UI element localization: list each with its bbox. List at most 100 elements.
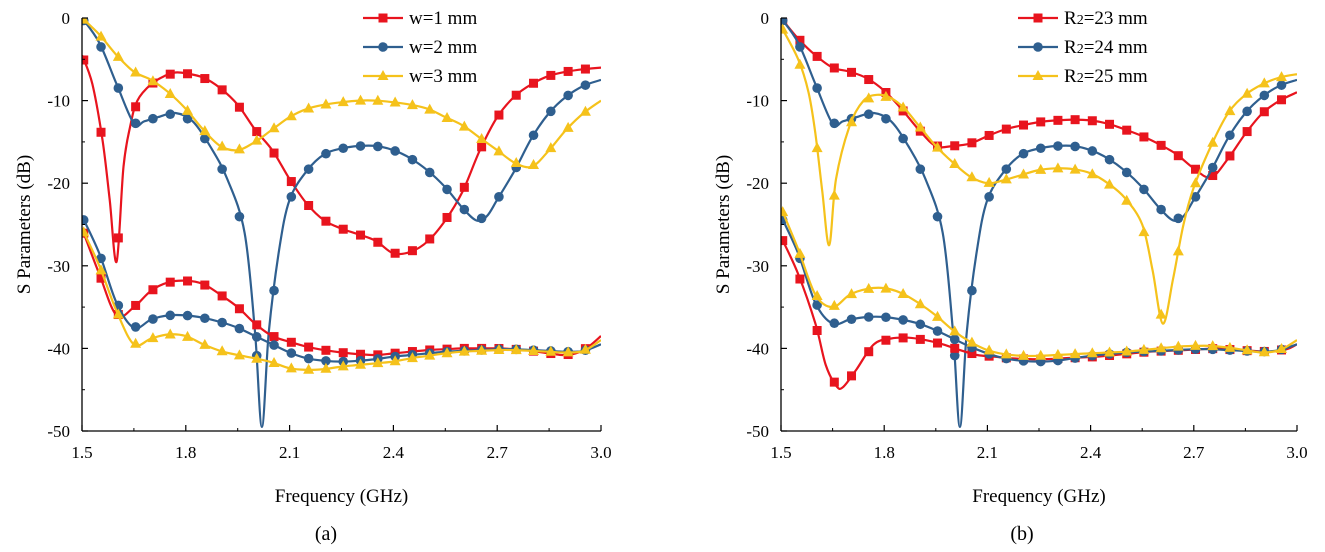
legend-label-part: =23 mm (1084, 8, 1148, 29)
data-point (881, 113, 891, 124)
data-point (781, 206, 789, 217)
data-point (165, 69, 175, 79)
x-tick-label: 1.5 (770, 443, 791, 462)
data-point (915, 319, 926, 330)
data-point (580, 80, 591, 90)
data-point (165, 277, 175, 287)
data-point (966, 171, 978, 182)
data-point (897, 101, 909, 112)
legend-marker (1033, 13, 1043, 23)
data-point (406, 99, 418, 110)
data-point (268, 122, 280, 133)
data-point (95, 264, 107, 275)
data-point (96, 42, 106, 52)
data-point (829, 63, 839, 73)
data-point (897, 288, 909, 299)
data-point (812, 326, 822, 336)
data-point (1155, 308, 1167, 319)
data-point (269, 332, 279, 342)
data-point (1104, 154, 1115, 165)
data-point (407, 154, 418, 165)
data-point (1035, 349, 1047, 360)
y-tick-label: -40 (47, 339, 70, 358)
x-tick-label: 2.7 (1183, 443, 1205, 462)
data-point (233, 143, 245, 154)
data-point (356, 230, 366, 240)
x-axis-title: Frequency (GHz) (275, 486, 408, 507)
data-point (183, 69, 193, 79)
data-point (200, 133, 210, 144)
legend-label-subscript: 2 (1077, 42, 1084, 57)
data-point (1070, 115, 1080, 125)
data-point (1069, 348, 1081, 359)
data-point (252, 127, 262, 137)
data-point (182, 113, 193, 124)
data-point (112, 308, 124, 319)
data-point (1258, 346, 1270, 357)
data-point (983, 344, 995, 355)
data-point (1156, 140, 1166, 150)
data-point (794, 247, 806, 258)
data-point (1241, 87, 1253, 98)
legend-marker (378, 42, 388, 52)
data-point (424, 167, 435, 178)
data-point (425, 234, 435, 244)
data-point (355, 141, 366, 151)
data-point (442, 184, 452, 195)
data-point (200, 280, 210, 290)
data-point (1207, 136, 1219, 147)
data-point (112, 50, 124, 61)
data-point (846, 116, 858, 127)
data-point (147, 75, 159, 86)
legend-item: R2=24 mm (1018, 37, 1148, 58)
x-axis-title: Frequency (GHz) (972, 486, 1105, 507)
data-point (1001, 124, 1011, 134)
data-point (528, 159, 540, 170)
data-point (846, 314, 857, 325)
data-point (1087, 146, 1098, 156)
data-point (82, 226, 90, 237)
data-point (880, 90, 892, 101)
data-point (234, 211, 245, 222)
y-tick-label: -20 (746, 174, 769, 193)
data-point (459, 204, 470, 215)
data-point (1207, 162, 1218, 173)
data-point (898, 315, 908, 325)
data-point (113, 233, 123, 243)
data-point (373, 237, 383, 247)
data-point (1139, 132, 1149, 142)
data-point (494, 110, 504, 120)
x-tick-label: 1.5 (71, 443, 92, 462)
data-point (216, 345, 228, 356)
data-point (95, 30, 107, 41)
data-point (828, 299, 840, 310)
data-point (1104, 178, 1116, 189)
data-point (304, 201, 314, 211)
data-point (914, 121, 926, 132)
data-point (1225, 130, 1235, 141)
panel-label: (a) (315, 523, 337, 545)
y-tick-label: -40 (746, 339, 769, 358)
legend-label: w=3 mm (409, 66, 477, 87)
data-point (1052, 348, 1064, 359)
data-point (199, 125, 211, 136)
x-tick-label: 2.1 (977, 443, 998, 462)
data-point (1087, 116, 1097, 126)
data-point (217, 164, 227, 174)
data-point (286, 177, 296, 187)
data-point (234, 323, 245, 334)
data-point (528, 344, 540, 355)
data-point (967, 349, 977, 359)
legend-item: w=3 mm (363, 66, 477, 87)
data-point (579, 105, 591, 116)
data-point (234, 102, 244, 112)
data-point (1070, 141, 1080, 152)
data-point (781, 236, 788, 246)
data-point (812, 83, 822, 93)
data-point (1035, 143, 1046, 154)
legend-label: R2=23 mm (1064, 8, 1148, 29)
data-point (1121, 345, 1133, 356)
data-point (130, 118, 141, 129)
data-point (1190, 339, 1202, 350)
